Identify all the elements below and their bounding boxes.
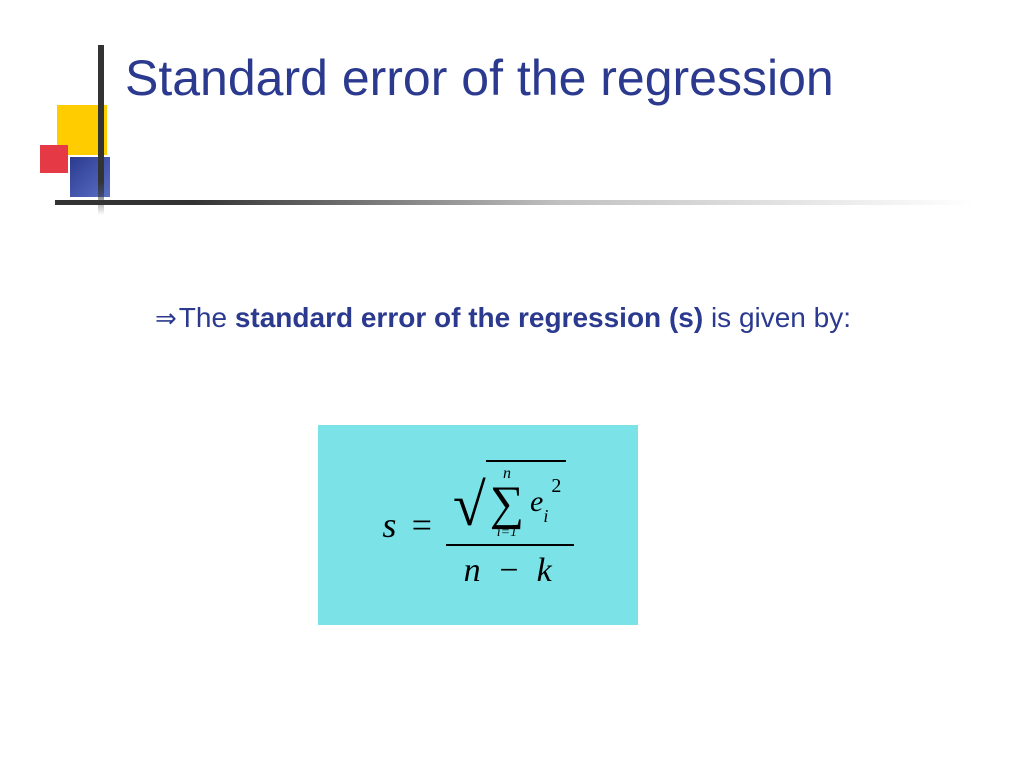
denom-minus: − [485, 552, 537, 589]
body-bold: standard error of the regression (s) [235, 302, 711, 333]
formula: s = √ n ∑ i=1 ei2 [382, 460, 573, 589]
slide-title: Standard error of the regression [125, 48, 834, 108]
slide-decoration [40, 105, 120, 195]
term-sup: 2 [551, 475, 561, 497]
deco-red-square [40, 145, 68, 173]
deco-horizontal-line [55, 200, 975, 205]
sum-lower: i=1 [497, 526, 517, 540]
formula-lhs: s = [382, 504, 435, 546]
formula-denominator: n − k [446, 544, 574, 590]
slide-body: ⇒The standard error of the regression (s… [155, 300, 875, 336]
formula-equals: = [398, 505, 435, 545]
formula-var-s: s [382, 505, 398, 545]
denom-n: n [464, 552, 485, 589]
surd-wrap: √ [453, 460, 486, 539]
radical-icon: √ [453, 484, 486, 526]
deco-vertical-line [98, 45, 104, 215]
body-suffix: is given by: [711, 302, 851, 333]
bullet-arrow-icon: ⇒ [155, 303, 177, 333]
formula-term: ei2 [530, 483, 558, 523]
formula-numerator: √ n ∑ i=1 ei2 [447, 460, 573, 543]
denom-k: k [537, 552, 556, 589]
term-base: e [530, 485, 543, 518]
formula-radicand: n ∑ i=1 ei2 [486, 460, 567, 539]
formula-sum: n ∑ i=1 [490, 466, 524, 539]
formula-radical: √ n ∑ i=1 ei2 [453, 460, 567, 539]
formula-container: s = √ n ∑ i=1 ei2 [318, 425, 638, 625]
formula-fraction: √ n ∑ i=1 ei2 n − k [446, 460, 574, 589]
deco-blue-square [70, 157, 110, 197]
term-sub: i [543, 506, 548, 526]
sigma-icon: ∑ [490, 482, 524, 525]
body-prefix: The [179, 302, 235, 333]
